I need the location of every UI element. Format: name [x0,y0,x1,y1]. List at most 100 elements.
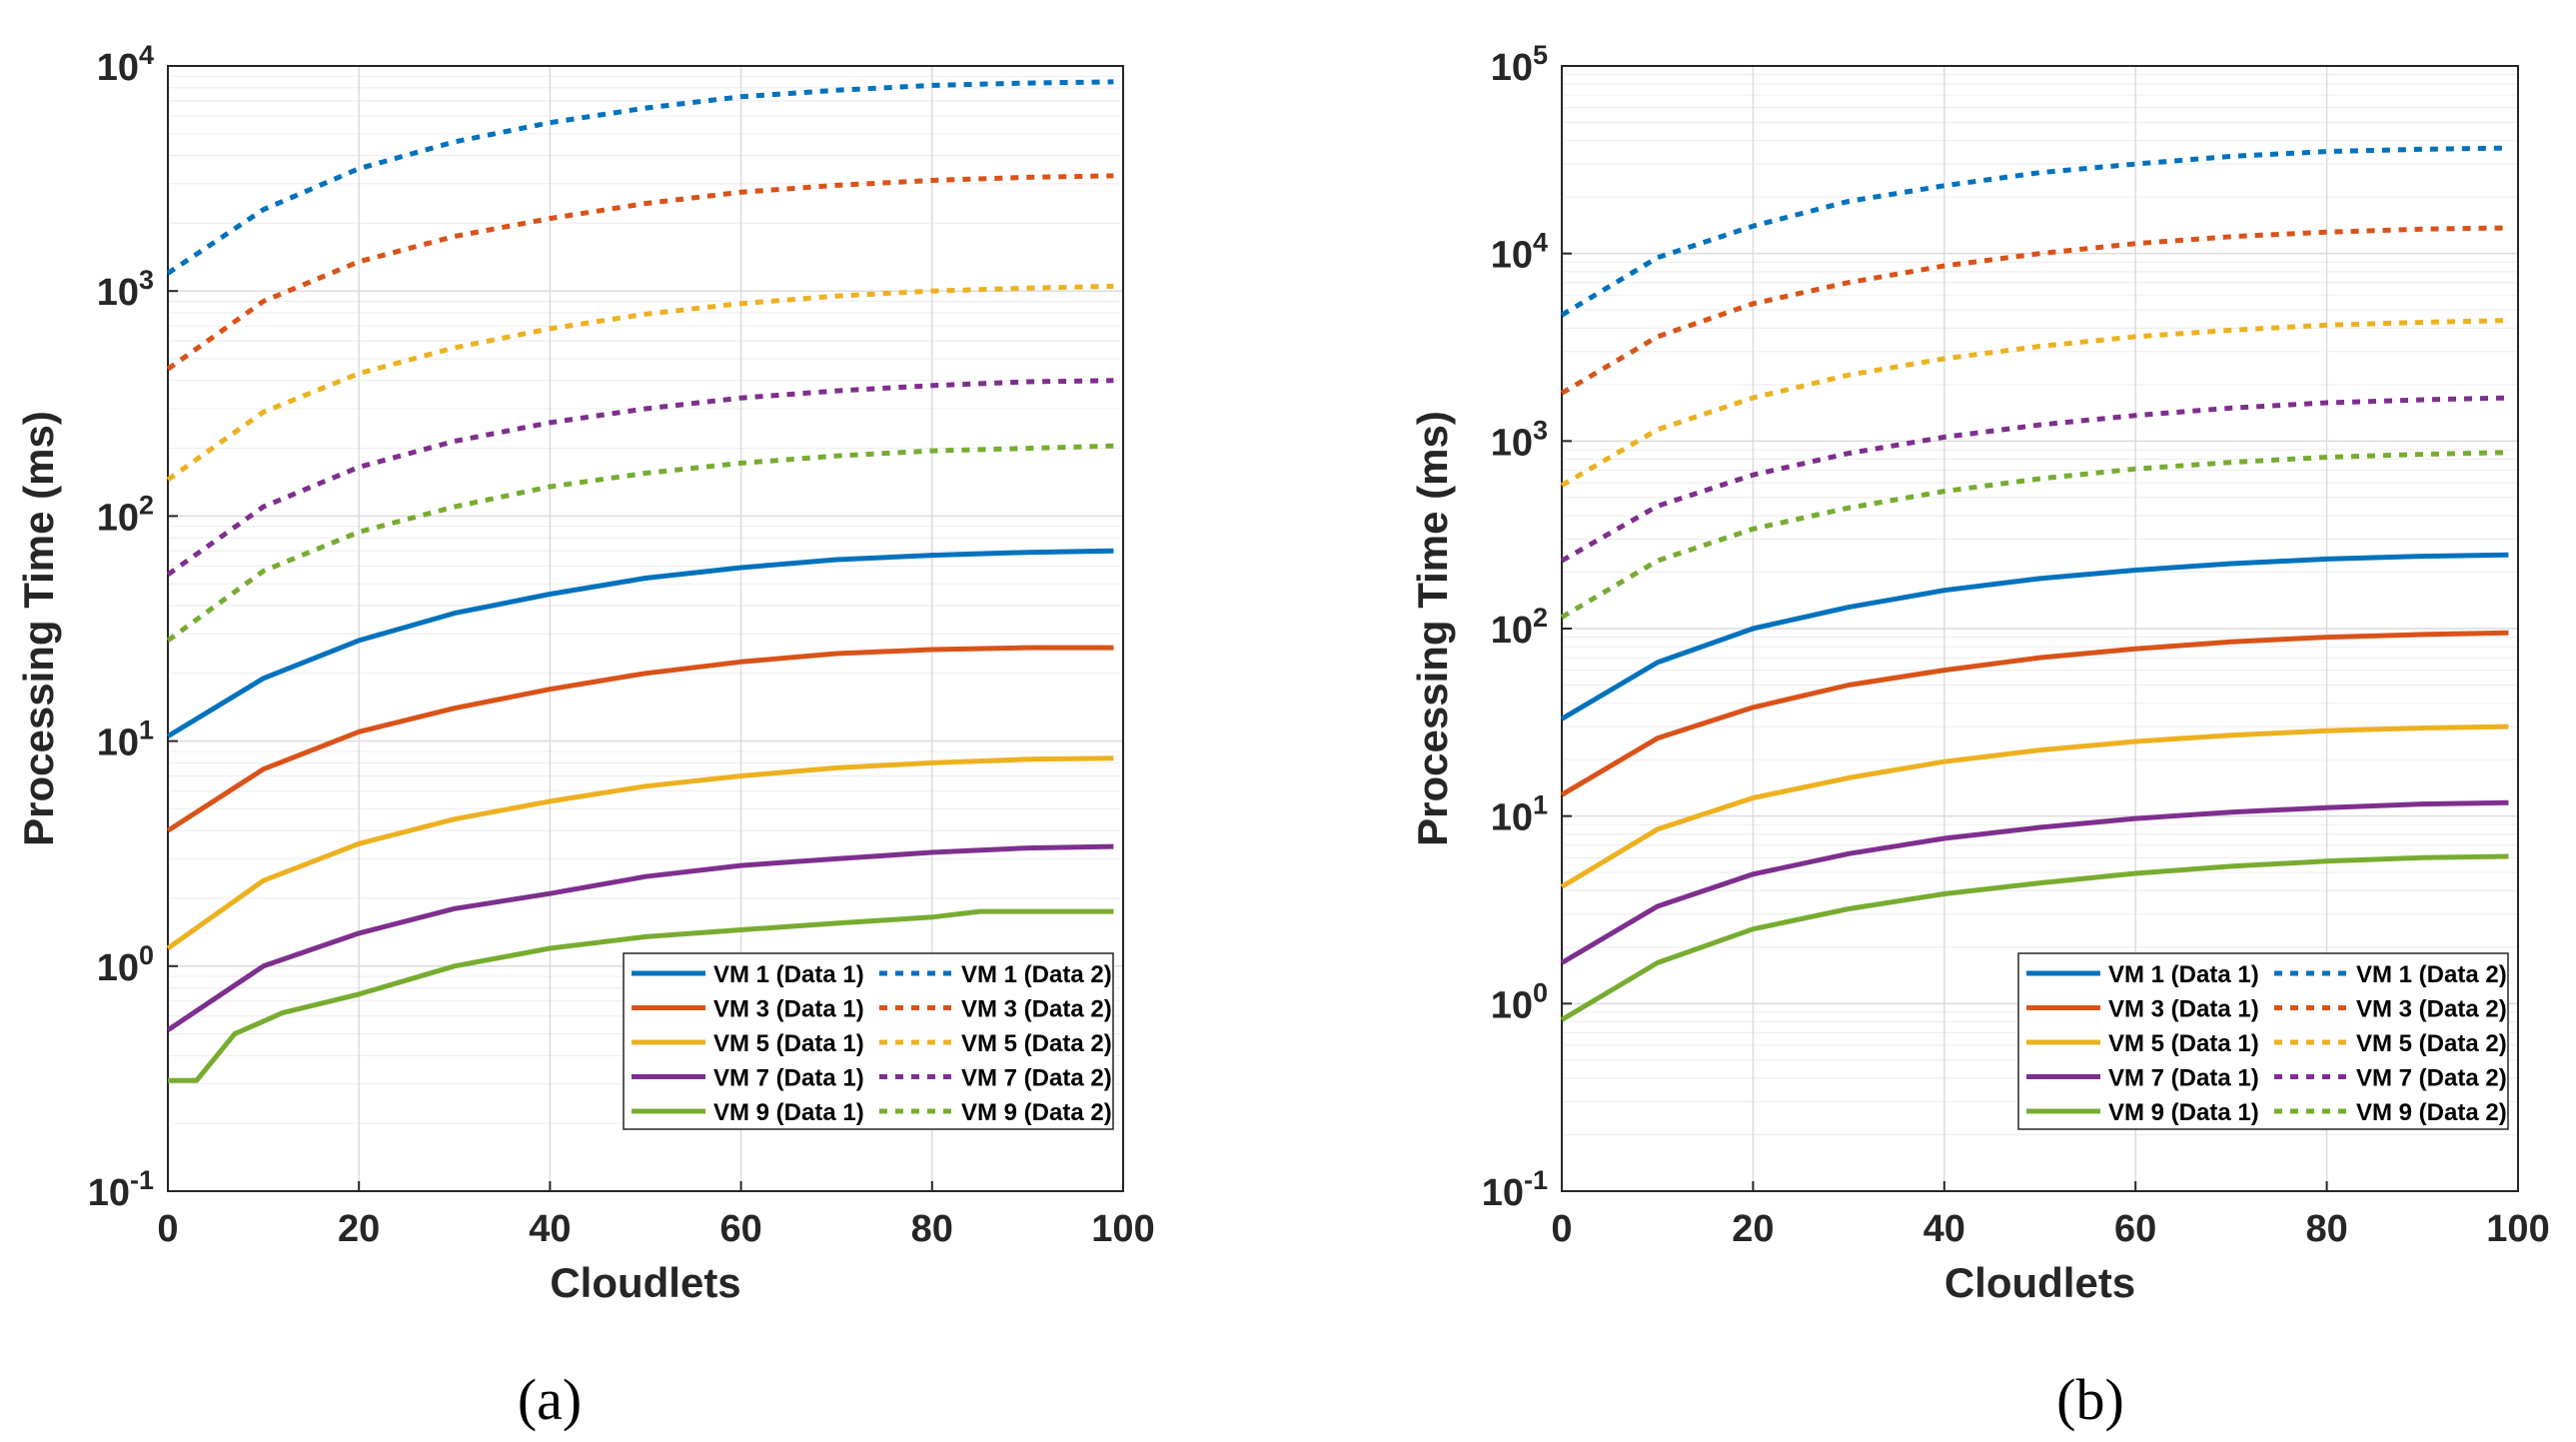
y-tick-label: 103 [1491,415,1548,464]
series-line-2 [166,755,1114,951]
legend-entry: VM 5 (Data 2) [2356,1030,2507,1057]
legend-entry: VM 3 (Data 1) [2108,996,2259,1023]
legend-entry: VM 1 (Data 1) [2108,961,2259,988]
y-tick-base: 10 [88,1172,130,1214]
series-line-6 [1560,225,2509,396]
y-tick-exponent: 4 [139,40,154,70]
y-tick-exponent: 2 [139,490,154,520]
legend-entry: VM 1 (Data 2) [2356,961,2507,988]
x-tick-label: 40 [1924,1208,1965,1250]
axes-box [167,65,1124,1192]
y-axis-label: Processing Time (ms) [1409,411,1456,846]
series-line-8 [166,378,1114,577]
y-tick-exponent: 2 [1533,603,1548,633]
y-tick-label: 100 [97,940,154,989]
series-line-1 [1560,630,2509,797]
legend: VM 1 (Data 1) VM 3 (Data 1) VM 5 (Data 1) V… [623,952,1114,1130]
y-tick-base: 10 [97,947,139,989]
y-tick-base: 10 [97,47,139,89]
series-line-0 [1560,552,2509,721]
series-line-8 [1560,395,2509,564]
legend-entry: VM 3 (Data 2) [2356,996,2507,1023]
legend-entry: VM 7 (Data 2) [2356,1065,2507,1092]
x-axis-label: Cloudlets [550,1259,740,1306]
chart-panel-1: 0 20 40 60 80 10010-1100101102103104105Cloudl… [1409,40,2550,1432]
y-tick-label: 103 [97,265,154,314]
y-tick-label: 102 [1491,603,1548,652]
series-line-5 [166,79,1114,276]
series-line-1 [166,645,1114,833]
y-tick-label: 101 [97,716,154,764]
legend-entry: VM 5 (Data 2) [961,1030,1112,1057]
y-tick-label: 105 [1491,40,1548,89]
legend-entry: VM 3 (Data 2) [961,996,1112,1023]
legend-entry: VM 9 (Data 2) [961,1099,1112,1126]
x-tick-label: 20 [1732,1208,1774,1250]
y-tick-label: 10-1 [1482,1165,1548,1214]
panel-caption: (b) [2056,1367,2124,1432]
panel-caption: (a) [518,1367,582,1432]
y-tick-label: 101 [1491,790,1548,839]
series-line-4 [1560,853,2509,1022]
y-tick-exponent: 0 [1533,977,1548,1007]
series-line-3 [1560,799,2509,965]
x-tick-label: 0 [1551,1208,1572,1250]
x-tick-label: 60 [719,1208,761,1250]
legend-entry: VM 7 (Data 2) [961,1065,1112,1092]
series-line-7 [1560,318,2509,488]
x-tick-label: 20 [338,1208,380,1250]
y-tick-exponent: -1 [1524,1165,1548,1195]
y-tick-exponent: 1 [1533,790,1548,820]
legend-entry: VM 3 (Data 1) [713,996,864,1023]
legend-entry: VM 1 (Data 2) [961,961,1112,988]
y-axis-label: Processing Time (ms) [15,411,62,846]
y-tick-exponent: 0 [139,940,154,970]
y-tick-exponent: 1 [139,716,154,745]
y-tick-label: 104 [1491,228,1548,277]
y-tick-base: 10 [1491,47,1533,89]
x-axis-label: Cloudlets [1944,1259,2135,1306]
series-line-6 [166,173,1114,372]
legend-entry: VM 7 (Data 1) [713,1065,864,1092]
series-line-9 [1560,450,2509,620]
series-line-2 [1560,723,2509,889]
y-tick-label: 102 [97,490,154,539]
series-line-9 [166,443,1114,643]
x-tick-label: 0 [157,1208,178,1250]
legend-entry: VM 9 (Data 2) [2356,1099,2507,1126]
series-line-5 [1560,145,2509,318]
legend: VM 1 (Data 1) VM 3 (Data 1) VM 5 (Data 1) V… [2017,952,2509,1130]
legend-entry: VM 1 (Data 1) [713,961,864,988]
y-tick-label: 104 [97,40,154,89]
y-tick-label: 100 [1491,977,1548,1026]
y-tick-exponent: 3 [139,265,154,295]
y-tick-base: 10 [1491,422,1533,464]
x-tick-label: 60 [2114,1208,2156,1250]
x-tick-label: 40 [529,1208,571,1250]
x-tick-label: 80 [911,1208,953,1250]
series-line-7 [166,283,1114,483]
x-tick-label: 100 [2486,1208,2549,1250]
legend-entry: VM 9 (Data 1) [713,1099,864,1126]
series-line-4 [168,908,1114,1083]
y-tick-exponent: 5 [1533,40,1548,70]
chart-panel-0: 0 20 40 60 80 10010-1100101102103104Cloudlets… [15,40,1155,1432]
y-tick-base: 10 [1482,1172,1524,1214]
y-tick-base: 10 [97,497,139,539]
series-line-3 [166,843,1114,1032]
y-tick-base: 10 [97,722,139,764]
y-tick-exponent: 4 [1533,228,1548,258]
y-tick-exponent: -1 [130,1165,154,1195]
legend-entry: VM 9 (Data 1) [2108,1099,2259,1126]
y-tick-base: 10 [97,272,139,314]
y-tick-base: 10 [1491,797,1533,839]
y-tick-label: 10-1 [88,1165,154,1214]
series-line-0 [166,548,1114,738]
legend-entry: VM 7 (Data 1) [2108,1065,2259,1092]
y-tick-base: 10 [1491,235,1533,277]
x-tick-label: 100 [1091,1208,1154,1250]
y-tick-exponent: 3 [1533,415,1548,445]
legend-entry: VM 5 (Data 1) [713,1030,864,1057]
y-tick-base: 10 [1491,610,1533,652]
